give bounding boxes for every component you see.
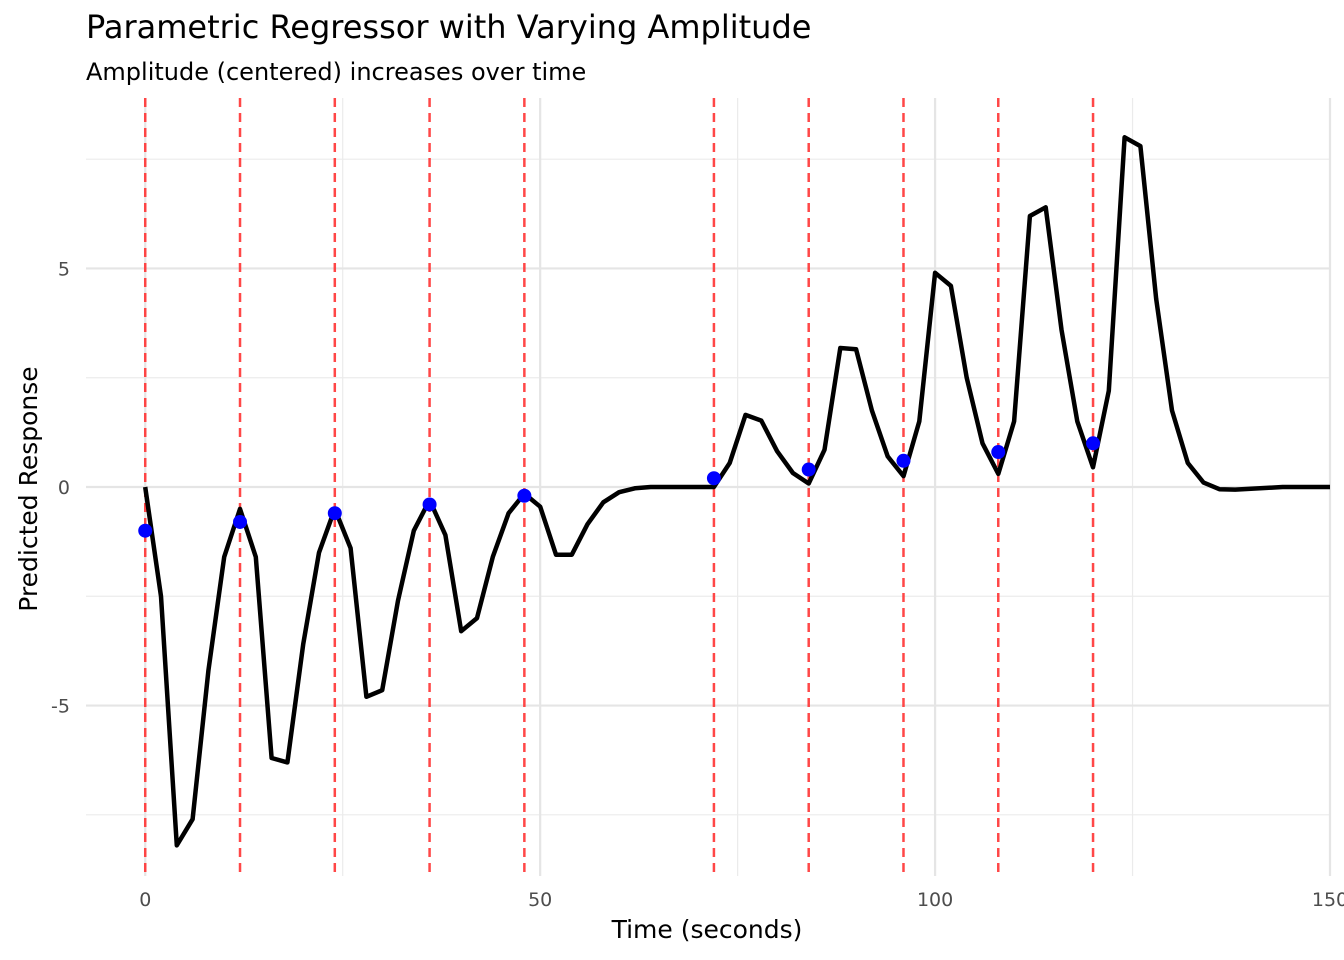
amplitude-point — [422, 497, 437, 512]
response-line-group — [142, 135, 1330, 848]
amplitude-point — [991, 445, 1006, 460]
amplitude-point — [517, 488, 532, 503]
x-tick-label: 150 — [1312, 889, 1344, 911]
x-axis-ticks: 0 50 100 150 — [139, 889, 1344, 911]
y-tick-label: 5 — [58, 258, 70, 280]
chart-title: Parametric Regressor with Varying Amplit… — [86, 8, 812, 46]
amplitude-point — [138, 523, 153, 538]
x-tick-label: 0 — [139, 889, 151, 911]
amplitude-point — [1086, 436, 1101, 451]
amplitude-points — [138, 436, 1101, 538]
y-tick-label: -5 — [51, 696, 70, 718]
amplitude-point — [801, 462, 816, 477]
x-tick-label: 100 — [917, 889, 953, 911]
response-line — [142, 135, 1330, 848]
amplitude-point — [233, 514, 248, 529]
chart-subtitle: Amplitude (centered) increases over time — [86, 58, 587, 86]
x-axis-title: Time (seconds) — [611, 915, 803, 944]
amplitude-point — [706, 471, 721, 486]
y-tick-label: 0 — [58, 477, 70, 499]
amplitude-point — [327, 506, 342, 521]
y-axis-title: Predicted Response — [14, 366, 43, 611]
y-axis-ticks: -5 0 5 — [51, 258, 70, 717]
onset-lines — [143, 98, 1095, 876]
amplitude-point — [896, 453, 911, 468]
x-tick-label: 50 — [528, 889, 552, 911]
